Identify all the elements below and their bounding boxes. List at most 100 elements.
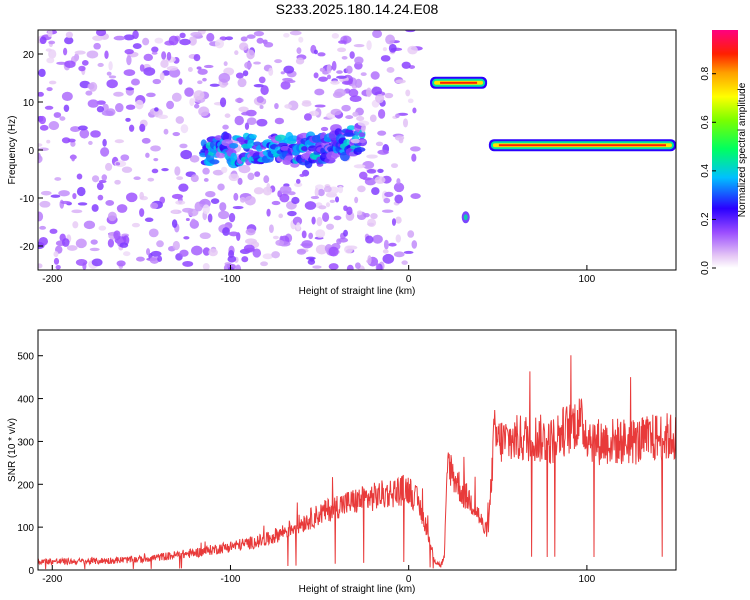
noise-blob: [354, 196, 359, 204]
noise-blob: [341, 56, 348, 60]
noise-blob: [336, 75, 347, 79]
noise-blob: [227, 255, 237, 263]
noise-blob: [161, 51, 167, 60]
noise-blob: [274, 59, 283, 64]
noise-blob: [190, 174, 199, 183]
noise-blob: [179, 38, 191, 46]
noise-blob: [320, 126, 329, 132]
noise-blob: [316, 216, 323, 227]
noise-blob: [354, 56, 364, 65]
noise-blob: [193, 53, 201, 62]
noise-blob: [405, 30, 416, 33]
noise-blob: [363, 212, 370, 218]
noise-blob: [260, 261, 268, 267]
noise-blob: [72, 221, 79, 229]
noise-blob: [77, 202, 88, 206]
noise-blob: [386, 66, 395, 73]
noise-blob: [228, 212, 236, 223]
noise-blob: [336, 238, 342, 245]
snr-x-ticks: -200 -100 0 100: [42, 565, 596, 585]
noise-blob: [83, 220, 96, 230]
noise-blob: [223, 61, 228, 67]
noise-blob: [60, 200, 71, 205]
noise-blob: [150, 202, 159, 209]
noise-blob: [349, 95, 362, 103]
colorbar-tick-label: 0.2: [700, 212, 711, 226]
noise-blob: [253, 31, 265, 37]
noise-blob: [121, 166, 133, 173]
noise-blob: [372, 30, 383, 39]
snr-y-tick-label: 200: [17, 480, 34, 491]
noise-blob: [360, 72, 367, 77]
noise-blob: [313, 49, 318, 55]
noise-blob: [371, 86, 382, 96]
noise-blob: [407, 98, 414, 104]
noise-blob: [317, 52, 326, 57]
noise-blob: [156, 240, 164, 248]
noise-blob: [65, 31, 74, 39]
noise-blob: [182, 207, 194, 213]
band-blob: [343, 132, 356, 137]
noise-blob: [92, 35, 104, 41]
noise-blob: [193, 90, 205, 100]
noise-blob: [401, 260, 408, 265]
noise-blob: [411, 153, 417, 162]
noise-blob: [197, 80, 203, 85]
noise-blob: [403, 250, 414, 254]
noise-blob: [202, 247, 211, 256]
noise-blob: [46, 57, 55, 64]
snr-x-tick-label: -100: [220, 574, 240, 585]
noise-blob: [64, 36, 74, 45]
noise-blob: [38, 68, 46, 78]
noise-blob: [119, 242, 129, 248]
noise-blob: [233, 192, 239, 201]
spectrogram-x-label: Height of straight line (km): [299, 286, 416, 297]
noise-blob: [279, 185, 292, 194]
noise-blob: [234, 115, 244, 126]
noise-blob: [235, 264, 242, 270]
noise-blob: [295, 178, 301, 184]
noise-blob: [326, 223, 335, 230]
noise-blob: [395, 113, 400, 119]
noise-blob: [189, 98, 195, 107]
noise-blob: [367, 255, 372, 265]
noise-blob: [39, 200, 51, 208]
noise-blob: [70, 126, 81, 133]
noise-blob: [268, 67, 274, 76]
noise-blob: [275, 239, 285, 246]
noise-blob: [91, 204, 99, 212]
noise-blob: [344, 245, 353, 254]
noise-blob: [328, 263, 339, 270]
noise-blob: [98, 179, 107, 184]
noise-blob: [382, 253, 395, 264]
noise-blob: [256, 96, 264, 103]
noise-blob: [53, 251, 59, 258]
noise-blob: [172, 131, 181, 137]
noise-blob: [179, 32, 186, 39]
noise-blob: [179, 143, 188, 149]
noise-blob: [208, 248, 218, 257]
noise-blob: [310, 195, 320, 200]
noise-blob: [125, 87, 135, 91]
noise-blob: [323, 185, 332, 193]
noise-blob: [287, 210, 297, 217]
noise-blob: [87, 83, 95, 90]
noise-blob: [388, 43, 397, 53]
noise-blob: [235, 72, 244, 79]
noise-blob: [366, 169, 377, 174]
noise-blob: [238, 106, 249, 113]
noise-blob: [38, 263, 43, 269]
noise-blob: [341, 80, 353, 85]
noise-blob: [296, 222, 301, 231]
noise-blob: [252, 248, 262, 258]
noise-blob: [309, 257, 315, 262]
noise-blob: [183, 236, 190, 240]
colorbar-ticks: 0.0 0.2 0.4 0.6 0.8: [700, 66, 716, 275]
noise-blob: [98, 225, 107, 231]
noise-blob: [190, 31, 202, 37]
noise-blob: [126, 192, 138, 203]
noise-blob: [410, 146, 421, 152]
noise-blob: [71, 209, 83, 214]
noise-blob: [123, 34, 135, 41]
